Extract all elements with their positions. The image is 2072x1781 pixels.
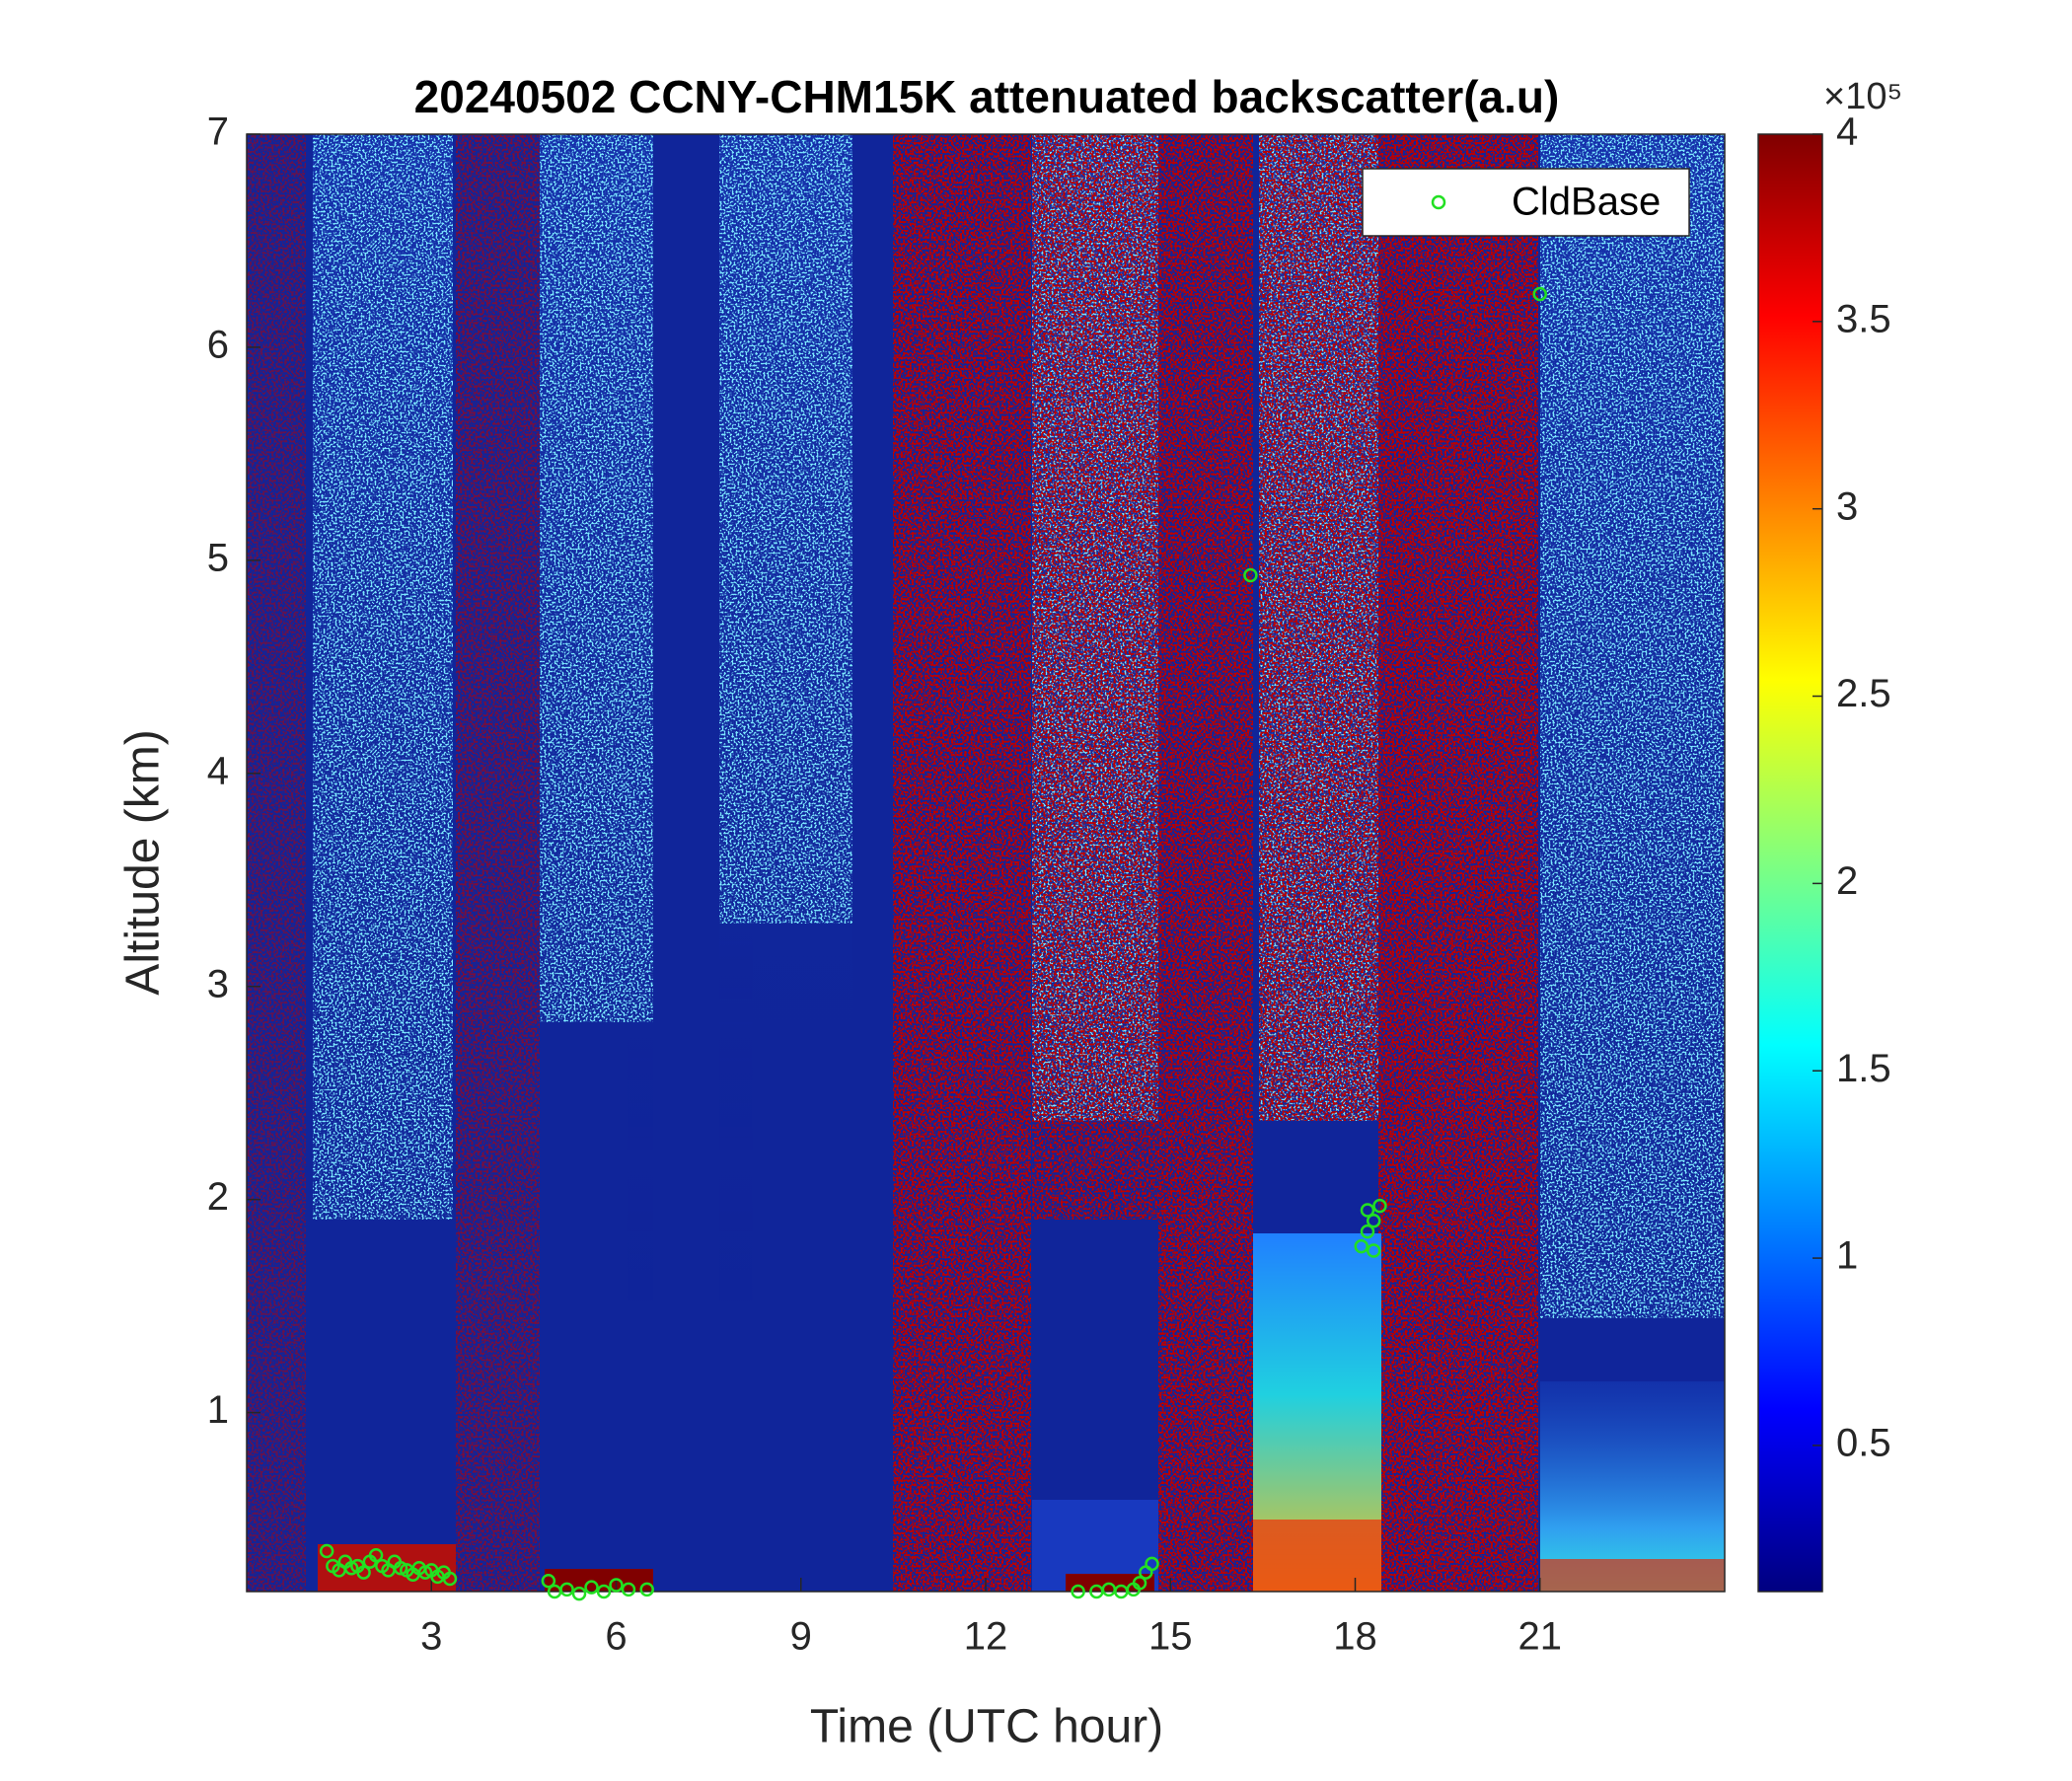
x-tick-label: 21 — [1518, 1615, 1563, 1659]
x-axis-label: Time (UTC hour) — [810, 1701, 1163, 1753]
cloud-base-point — [1366, 1243, 1381, 1258]
cloud-base-point — [609, 1578, 624, 1593]
x-tick-label: 15 — [1148, 1615, 1193, 1659]
cloud-base-point — [1145, 1556, 1159, 1572]
y-tick-label: 6 — [207, 323, 229, 366]
colorbar-tick-label: 3.5 — [1836, 297, 1891, 340]
cloud-base-point — [417, 1565, 433, 1580]
chart-title: 20240502 CCNY-CHM15K attenuated backscat… — [414, 71, 1560, 122]
x-tick-label: 6 — [605, 1615, 627, 1659]
cloud-base-point — [1243, 567, 1258, 583]
cloud-base-point — [442, 1571, 458, 1587]
cloud-base-point — [621, 1582, 636, 1597]
legend: CldBase — [1362, 168, 1690, 237]
cloud-base-point — [1532, 286, 1547, 302]
colorbar-tick-label: 3 — [1836, 484, 1858, 528]
cloud-base-point — [368, 1548, 384, 1563]
legend-box — [1362, 168, 1690, 237]
cloud-base-point — [1132, 1576, 1147, 1591]
cloud-base-point — [639, 1582, 654, 1597]
colorbar-tick-label: 0.5 — [1836, 1421, 1891, 1464]
colorbar — [1757, 133, 1823, 1593]
y-tick-label: 7 — [207, 111, 229, 154]
colorbar-multiplier: ×10⁵ — [1823, 76, 1902, 117]
cloud-base-point — [356, 1565, 371, 1580]
cloud-base-point — [596, 1584, 612, 1599]
cloud-base-point — [541, 1573, 556, 1589]
y-tick-label: 1 — [207, 1388, 229, 1432]
cloud-base-point — [584, 1580, 599, 1595]
cloud-base-point — [1360, 1203, 1375, 1218]
cloud-base-point — [1354, 1238, 1369, 1254]
legend-marker — [1431, 194, 1446, 210]
y-tick-label: 2 — [207, 1175, 229, 1219]
cloud-base-point — [571, 1586, 587, 1601]
y-tick-label: 5 — [207, 536, 229, 579]
x-tick-label: 18 — [1333, 1615, 1377, 1659]
x-tick-label: 12 — [964, 1615, 1008, 1659]
cloud-base-series — [319, 286, 1547, 1601]
y-tick-label: 4 — [207, 749, 229, 792]
y-axis-label: Altitude (km) — [117, 729, 170, 995]
y-tick-label: 3 — [207, 962, 229, 1005]
colorbar-tick-label: 1.5 — [1836, 1047, 1891, 1090]
cloud-base-point — [343, 1560, 359, 1576]
colorbar-tick-label: 4 — [1836, 111, 1858, 154]
cloud-base-point — [1071, 1584, 1085, 1599]
cloud-base-point — [1360, 1224, 1375, 1239]
cloud-base-point — [1372, 1198, 1387, 1214]
colorbar-tick-label: 2 — [1836, 859, 1858, 903]
backscatter-field — [247, 134, 1725, 1592]
colorbar-tick-label: 1 — [1836, 1234, 1858, 1278]
legend-label: CldBase — [1512, 181, 1661, 224]
colorbar-tick-label: 2.5 — [1836, 672, 1891, 715]
x-tick-label: 9 — [790, 1615, 812, 1659]
x-tick-label: 3 — [420, 1615, 442, 1659]
cloud-base-point — [1366, 1214, 1381, 1228]
cloud-base-point — [393, 1560, 408, 1576]
cloud-base-point — [559, 1582, 574, 1597]
cloud-base-point — [319, 1543, 334, 1559]
